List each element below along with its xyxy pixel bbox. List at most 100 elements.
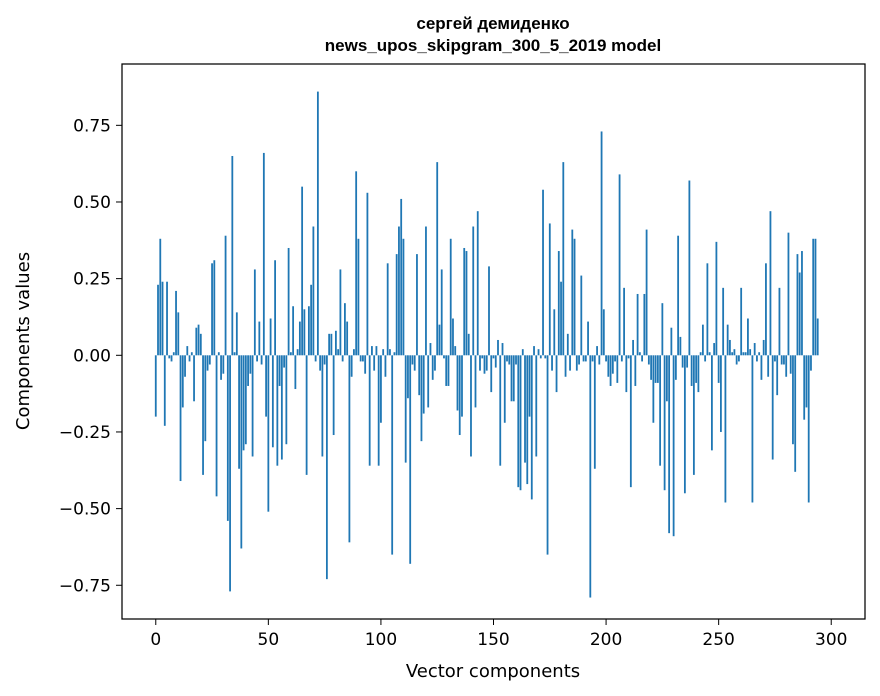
bar-113 [409,355,412,564]
bar-56 [280,355,283,460]
bar-6 [168,355,171,359]
bar-284 [794,355,797,472]
bar-72 [316,91,319,356]
bar-270 [762,339,765,356]
bar-213 [634,355,637,386]
bar-46 [258,321,261,356]
bar-151 [494,355,497,368]
x-tick-label: 200 [590,630,622,650]
bar-134 [456,355,459,411]
bar-227 [665,355,668,402]
bar-269 [760,355,763,380]
bar-17 [193,355,195,402]
y-tick-label: −0.50 [59,500,111,520]
bar-216 [641,355,643,362]
bar-27 [215,355,218,497]
bar-228 [668,355,671,534]
bar-105 [391,355,394,555]
bar-25 [211,263,213,356]
bar-287 [801,251,803,356]
bar-45 [256,355,258,362]
bar-44 [253,269,256,356]
bar-122 [429,343,432,356]
bar-253 [724,355,727,503]
bar-1 [157,284,159,356]
y-tick-label: 0.50 [73,193,111,213]
bar-5 [166,281,168,356]
y-tick-label: 0.75 [73,116,111,136]
bar-90 [357,238,360,356]
bar-155 [503,355,506,423]
bar-283 [792,355,794,445]
bar-79 [332,355,335,436]
bar-236 [686,355,689,368]
bar-103 [386,263,389,356]
bar-145 [481,355,484,359]
bar-173 [544,355,547,359]
bar-100 [380,355,382,423]
bar-53 [274,260,276,356]
bar-128 [443,355,445,359]
bar-150 [492,355,495,359]
bar-294 [816,318,819,356]
bar-0 [154,355,157,417]
bar-169 [535,355,538,457]
bar-31 [224,235,227,356]
bar-7 [170,355,173,362]
bar-36 [235,312,238,356]
bar-143 [476,211,479,356]
bar-252 [722,287,725,356]
bar-64 [298,321,301,356]
bar-184 [569,355,571,371]
bar-271 [765,263,767,356]
bar-47 [260,355,263,365]
bar-98 [375,346,378,356]
bar-144 [479,355,481,371]
bar-110 [402,238,405,356]
bar-178 [555,355,558,393]
y-tick-label: −0.75 [59,576,111,596]
bar-185 [571,229,574,356]
bar-10 [177,312,180,356]
bar-133 [454,346,457,356]
bar-242 [699,352,702,356]
bar-137 [463,247,466,356]
bar-61 [292,306,295,356]
bar-32 [226,355,229,521]
bar-240 [695,355,698,383]
bar-24 [208,355,211,365]
bar-92 [362,355,364,362]
bar-176 [551,355,553,371]
bar-3 [161,281,164,356]
bar-16 [190,352,193,356]
bar-63 [296,349,299,356]
bar-285 [796,254,799,356]
bar-20 [199,333,202,356]
bar-159 [512,355,515,402]
bar-272 [767,355,770,377]
bars-group [154,91,819,598]
bar-204 [614,355,616,362]
x-axis-label: Vector components [406,661,580,682]
bar-41 [247,355,249,386]
bar-146 [483,355,486,374]
bar-215 [638,352,641,356]
bar-111 [404,355,407,463]
bar-209 [625,355,628,393]
bar-219 [647,355,650,365]
bar-241 [697,355,700,393]
bar-193 [589,355,592,598]
bar-136 [461,355,463,417]
bar-200 [605,355,607,362]
bar-195 [593,355,596,469]
bar-170 [537,349,540,356]
bar-14 [186,346,189,356]
bar-245 [706,263,709,356]
bar-127 [440,269,443,356]
bar-82 [339,269,342,356]
bar-164 [524,355,526,463]
bar-201 [607,355,610,377]
bar-112 [407,355,409,399]
bar-42 [249,355,252,374]
